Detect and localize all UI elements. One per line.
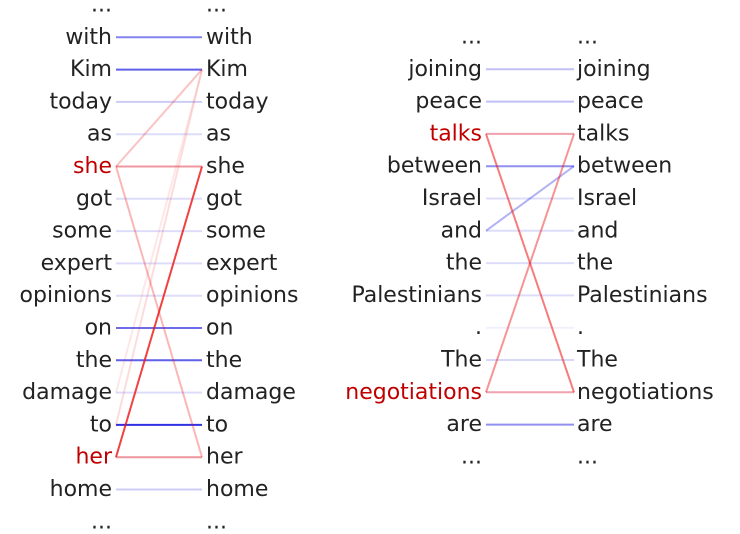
source-token-5: Israel [422,186,482,211]
source-token-14: her [75,445,112,470]
source-tokens-left: ... with Kim today as she got some expert opinion… [20,0,113,534]
target-token-5: she [206,154,245,179]
target-token-13: to [206,412,228,437]
link-negative-13-to-2 [115,69,203,426]
source-token-6: got [76,186,112,211]
target-token-6: and [577,218,618,243]
source-token-1: with [65,25,112,50]
target-token-7: the [577,251,613,276]
target-tokens-right: ... joining peace talks between Israel and the P… [576,25,714,470]
target-token-3: talks [577,121,629,146]
source-token-1: joining [407,57,482,82]
source-token-0: ... [91,0,112,18]
source-tokens-right: ... joining peace talks between Israel and the P… [345,25,482,470]
target-token-12: are [577,412,613,437]
source-token-12: are [446,412,482,437]
target-token-11: negotiations [577,380,714,405]
source-token-2: Kim [70,57,112,82]
source-token-10: on [85,316,112,341]
target-token-3: today [206,89,269,114]
target-token-16: ... [206,509,227,534]
link-negative-12-to-2 [115,69,203,393]
link-negative-11-to-3 [485,133,575,393]
link-negative-3-to-11 [485,133,575,393]
links-right [485,68,575,426]
source-token-6: and [441,218,482,243]
target-token-5: Israel [577,186,637,211]
target-token-1: joining [576,57,651,82]
source-token-13: to [90,412,112,437]
target-token-4: as [206,122,231,147]
target-token-1: with [206,25,253,50]
source-token-2: peace [415,89,482,114]
source-token-3: talks [430,121,482,146]
target-token-10: The [576,348,618,373]
link-negative-5-to-2 [115,68,203,168]
target-token-6: got [206,186,242,211]
source-token-0: ... [461,25,482,50]
target-token-2: Kim [206,57,248,82]
target-token-0: ... [577,25,598,50]
target-token-15: home [206,477,268,502]
source-token-9: . [475,315,482,340]
source-token-3: today [49,89,112,114]
panel-left: ... with Kim today as she got some expert opinion… [20,0,299,534]
source-token-12: damage [22,380,112,405]
target-token-12: damage [206,380,296,405]
target-token-7: some [206,219,266,244]
link-negative-14-to-5 [115,166,203,458]
target-token-10: on [206,316,233,341]
source-token-8: expert [41,251,113,276]
target-tokens-left: ... with Kim today as she got some expert opinion… [206,0,298,534]
source-token-11: negotiations [345,380,482,405]
target-token-2: peace [577,89,644,114]
source-token-11: the [76,348,112,373]
source-token-10: The [440,348,482,373]
target-token-4: between [577,154,672,179]
source-token-7: some [52,219,112,244]
target-token-11: the [206,348,242,373]
source-token-4: as [87,122,112,147]
source-token-15: home [50,477,112,502]
links-left [115,36,203,491]
source-token-7: the [446,251,482,276]
target-token-9: . [577,315,584,340]
target-token-13: ... [577,444,598,469]
source-token-13: ... [461,444,482,469]
target-token-8: Palestinians [577,283,708,308]
source-token-8: Palestinians [351,283,482,308]
link-positive-6-to-4 [485,165,575,232]
target-token-14: her [206,445,243,470]
source-token-9: opinions [20,283,112,308]
source-token-16: ... [91,509,112,534]
source-token-5: she [73,154,112,179]
target-token-8: expert [206,251,278,276]
source-token-4: between [387,154,482,179]
target-token-9: opinions [206,283,298,308]
target-token-0: ... [206,0,227,18]
panel-right: ... joining peace talks between Israel and the P… [345,25,713,470]
